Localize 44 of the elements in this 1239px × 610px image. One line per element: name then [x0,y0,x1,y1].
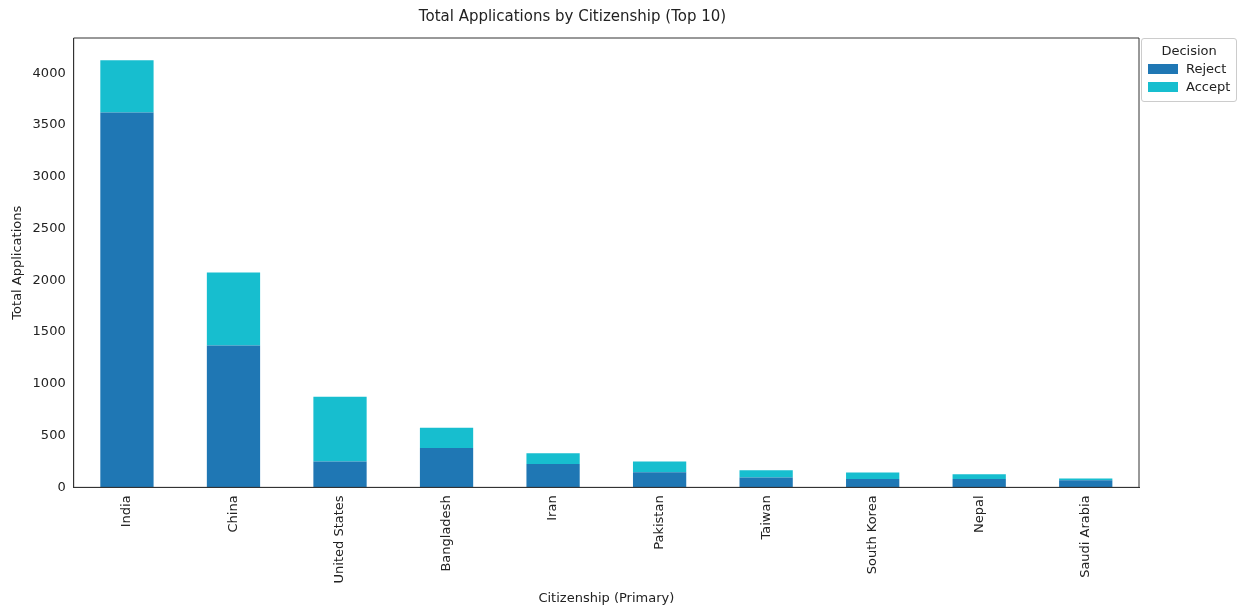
bar [952,474,1006,480]
y-tick-label: 3500 [32,116,66,132]
x-tick-label: China [224,495,240,533]
x-tick-label: Saudi Arabia [1077,495,1093,578]
legend-label: Reject [1186,61,1227,76]
x-tick-label: Taiwan [757,495,773,541]
x-tick-label: South Korea [864,495,880,575]
chart-title: Total Applications by Citizenship (Top 10) [417,6,727,25]
x-tick-label: Nepal [970,495,986,533]
bar [526,464,580,488]
x-tick-label: Iran [544,495,560,521]
y-tick-label: 0 [57,478,66,494]
bar [526,453,580,465]
bar [632,461,687,473]
bar [952,479,1006,488]
y-tick-label: 500 [40,426,66,442]
y-tick-label: 3000 [32,168,66,184]
y-tick-label: 1500 [32,323,66,339]
x-tick-label: Pakistan [650,495,666,550]
bar [206,272,261,346]
y-axis-title: Total Applications [9,205,25,321]
bar [846,478,900,488]
bar [313,461,367,488]
bar [206,345,261,488]
bar [632,472,687,488]
bar [739,477,793,488]
x-tick-label: India [118,495,134,528]
y-tick-label: 2500 [32,219,66,235]
bar [419,427,474,449]
bar [100,112,154,488]
bar [313,396,367,462]
bar [846,472,900,479]
x-axis-title: Citizenship (Primary) [538,589,675,605]
x-tick-label: United States [331,495,347,584]
y-tick-label: 1000 [32,375,66,391]
bar [1059,480,1113,488]
legend-label: Accept [1186,79,1231,94]
y-tick-label: 4000 [32,64,66,80]
bar [739,470,793,478]
bar [100,60,154,113]
x-tick-label: Bangladesh [437,495,453,572]
bar [419,448,474,488]
y-tick-label: 2000 [32,271,66,287]
legend-title: Decision [1160,43,1218,58]
